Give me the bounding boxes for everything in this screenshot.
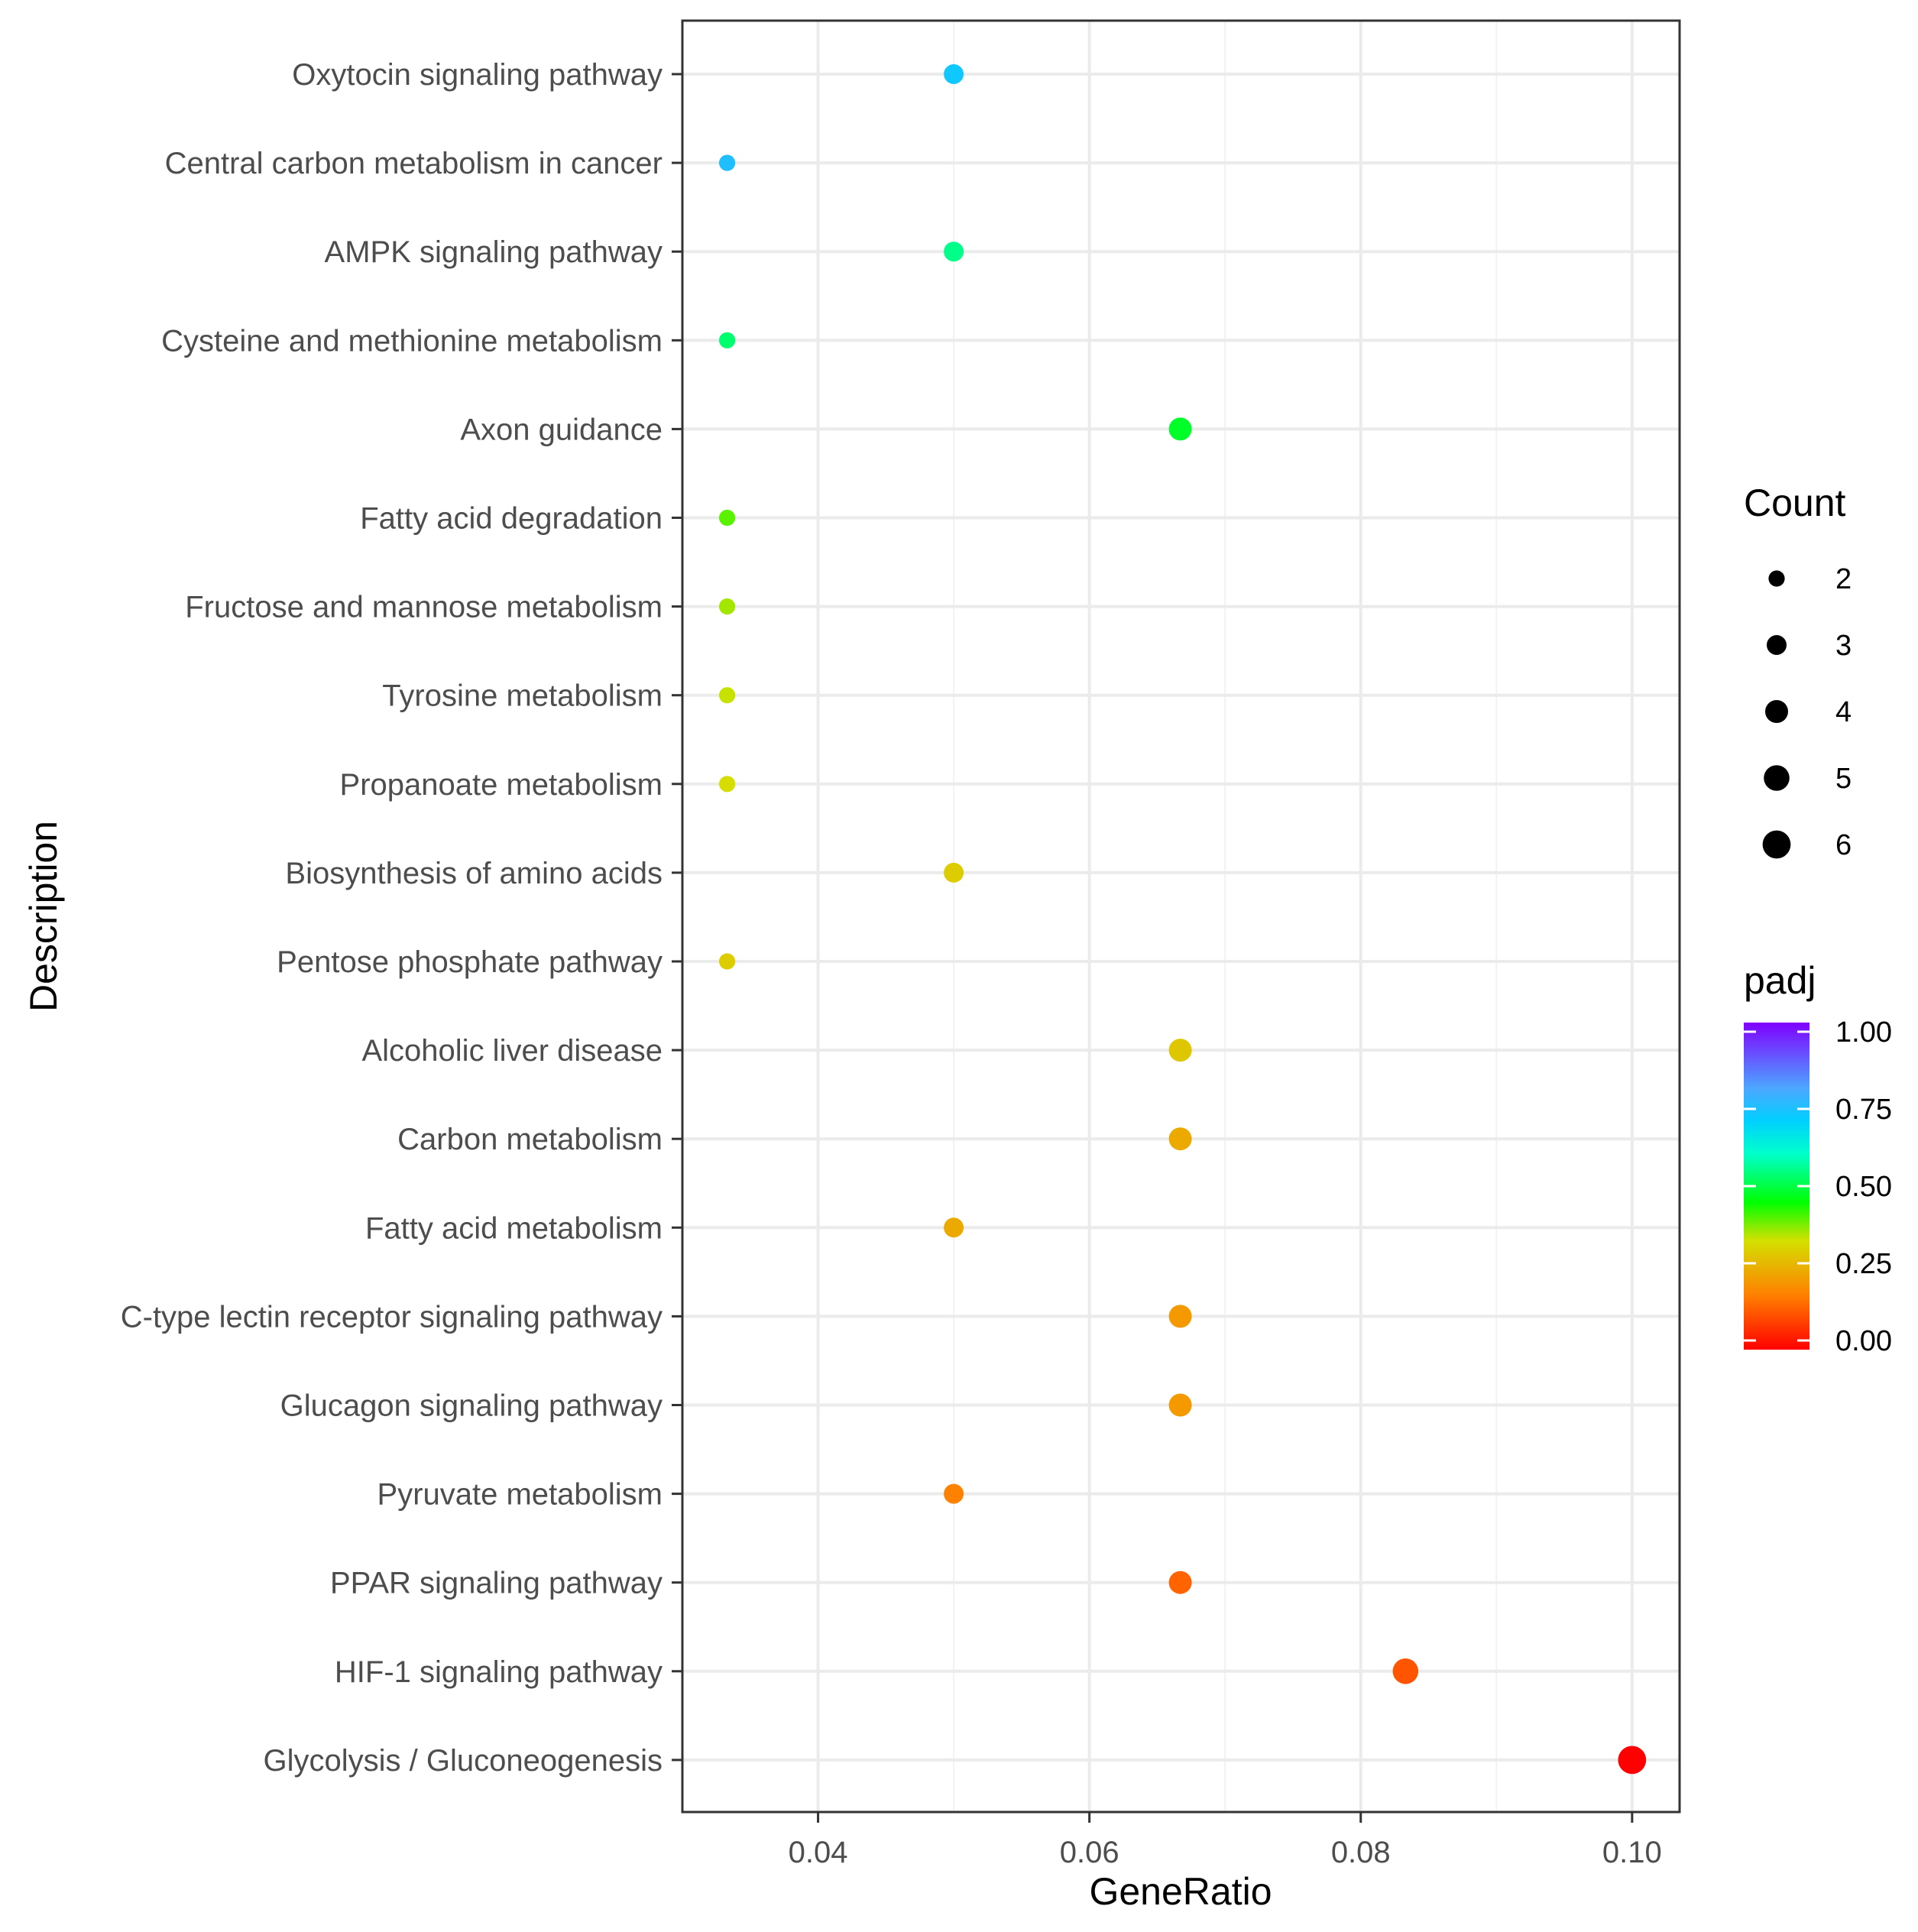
data-point (1168, 1393, 1192, 1417)
y-tick-label: Pentose phosphate pathway (277, 945, 663, 979)
data-point (944, 862, 964, 883)
padj-legend-label: 0.75 (1835, 1094, 1892, 1126)
data-point (718, 776, 736, 793)
data-point (718, 509, 736, 527)
x-axis: 0.04 0.06 0.08 0.10 (789, 1812, 1662, 1869)
data-point (944, 1483, 964, 1504)
data-point (1168, 417, 1192, 441)
data-point (1618, 1746, 1647, 1775)
y-tick-label: Tyrosine metabolism (382, 679, 663, 713)
padj-legend-label: 0.50 (1835, 1171, 1892, 1203)
y-tick-label: PPAR signaling pathway (330, 1567, 663, 1600)
y-tick-label: HIF-1 signaling pathway (335, 1655, 663, 1689)
count-legend-key (1764, 765, 1790, 791)
x-axis-title: GeneRatio (1089, 1870, 1272, 1913)
data-point (1168, 1571, 1192, 1594)
y-tick-label: Central carbon metabolism in cancer (165, 147, 663, 180)
data-point (1168, 1039, 1192, 1062)
y-axis: Oxytocin signaling pathway Central carbon… (121, 58, 682, 1778)
y-tick-label: Cysteine and methionine metabolism (161, 324, 663, 358)
data-point (718, 154, 736, 171)
count-legend-key (1762, 830, 1791, 859)
y-tick-label: Fatty acid degradation (360, 502, 663, 536)
y-tick-label: AMPK signaling pathway (325, 235, 663, 269)
padj-legend-ticks: 1.00 0.75 0.50 0.25 0.00 (1744, 1016, 1892, 1357)
x-tick-label: 0.08 (1331, 1836, 1391, 1869)
padj-legend-label: 0.25 (1835, 1248, 1892, 1280)
y-tick-label: Glycolysis / Gluconeogenesis (264, 1744, 663, 1778)
x-tick-label: 0.10 (1602, 1836, 1662, 1869)
count-legend-key (1765, 700, 1788, 723)
data-point (718, 687, 736, 704)
panel-background (682, 21, 1680, 1812)
count-legend-items: 2 3 4 5 6 (1762, 563, 1852, 861)
data-point (718, 332, 736, 348)
data-point (1168, 1305, 1192, 1328)
y-tick-label: Alcoholic liver disease (361, 1034, 663, 1068)
count-legend-label: 6 (1835, 829, 1852, 861)
data-point (718, 953, 736, 970)
y-axis-title: Description (22, 821, 65, 1012)
y-tick-label: Axon guidance (460, 413, 663, 446)
padj-legend: padj 1.00 0.75 0.50 0.25 0.00 (1744, 959, 1892, 1357)
y-tick-label: Fatty acid metabolism (365, 1211, 663, 1245)
panel-border (681, 19, 1681, 1814)
y-tick-label: Pyruvate metabolism (377, 1478, 663, 1512)
y-tick-label: Biosynthesis of amino acids (285, 857, 663, 890)
padj-legend-title: padj (1744, 959, 1816, 1002)
padj-legend-label: 1.00 (1835, 1016, 1892, 1049)
count-legend-key (1768, 570, 1785, 587)
x-tick-label: 0.04 (789, 1836, 848, 1869)
padj-legend-label: 0.00 (1835, 1325, 1892, 1357)
y-tick-label: Fructose and mannose metabolism (185, 591, 663, 624)
data-point (944, 242, 964, 262)
y-tick-label: Oxytocin signaling pathway (292, 58, 663, 92)
data-points (718, 64, 1647, 1775)
count-legend-label: 5 (1835, 763, 1852, 795)
y-tick-label: C-type lectin receptor signaling pathway (121, 1300, 663, 1334)
y-tick-label: Propanoate metabolism (340, 768, 663, 802)
data-point (1392, 1658, 1419, 1684)
data-point (718, 598, 736, 615)
count-legend-key (1767, 635, 1787, 655)
y-tick-label: Glucagon signaling pathway (280, 1389, 663, 1423)
y-tick-label: Carbon metabolism (397, 1123, 663, 1156)
count-legend: Count 2 3 4 5 6 (1744, 481, 1852, 861)
count-legend-label: 2 (1835, 563, 1852, 595)
count-legend-label: 3 (1835, 630, 1852, 662)
count-legend-title: Count (1744, 481, 1846, 524)
x-tick-label: 0.06 (1060, 1836, 1119, 1869)
plot-panel (681, 19, 1681, 1814)
data-point (944, 1217, 964, 1238)
data-point (1168, 1127, 1192, 1151)
count-legend-label: 4 (1835, 696, 1852, 728)
data-point (944, 64, 964, 84)
